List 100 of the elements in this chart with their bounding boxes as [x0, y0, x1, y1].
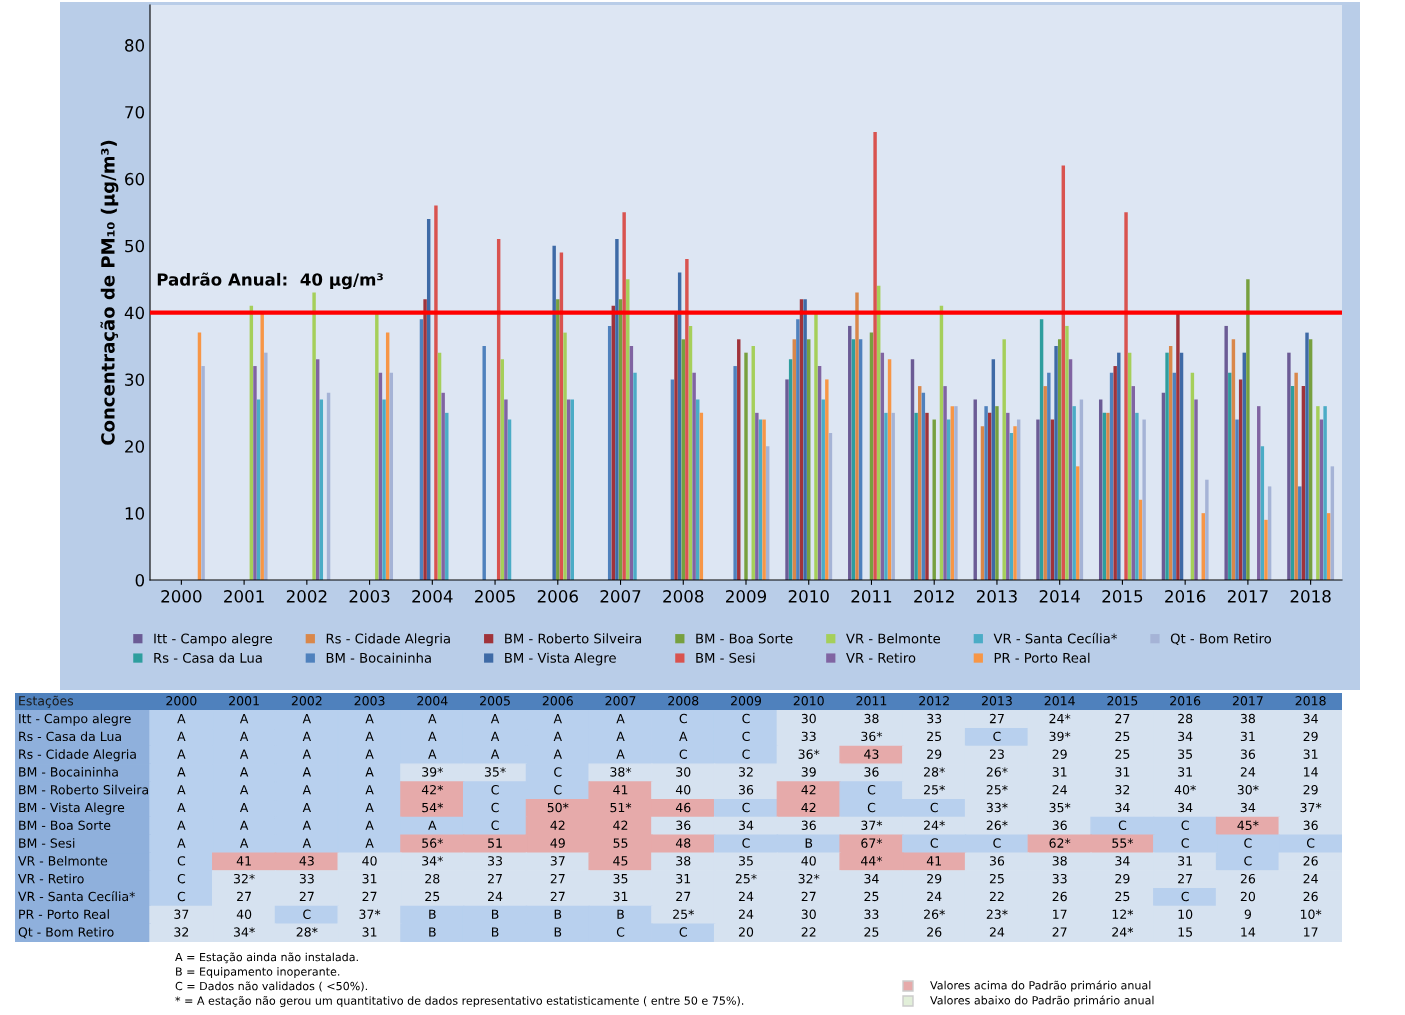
- y-tick-label: 80: [125, 39, 145, 52]
- y-tick-label: 0: [135, 573, 145, 587]
- data-label: 27: [550, 873, 565, 884]
- data-label: 31: [613, 891, 628, 902]
- data-label: 10*: [1300, 909, 1322, 919]
- data-label: 33: [299, 873, 314, 884]
- text: A: [365, 749, 374, 759]
- category-label: 2002: [291, 696, 322, 706]
- text: BM - Bocaininha: [19, 766, 118, 777]
- text: C: [491, 802, 499, 813]
- data-label: 24: [927, 891, 942, 901]
- legend-label: Qt - Bom Retiro: [1170, 633, 1272, 645]
- data-label: 24: [1052, 784, 1067, 795]
- data-label: 38: [1052, 856, 1067, 866]
- data-label: 31: [362, 927, 377, 937]
- data-label: 33: [1052, 873, 1067, 884]
- bar: [1224, 325, 1228, 580]
- bar: [1113, 366, 1117, 580]
- text: C: [742, 731, 750, 742]
- text: B: [429, 927, 436, 937]
- ref-line-label: Padrão Anual: 40 µg/m³: [157, 272, 383, 290]
- data-label: 32*: [233, 873, 255, 884]
- data-label: 27: [550, 891, 565, 901]
- legend-label: Itt - Campo alegre: [154, 633, 272, 647]
- text: B: [554, 927, 562, 937]
- data-label: 26: [1303, 856, 1318, 866]
- text: C: [867, 784, 876, 795]
- data-label: 35: [613, 873, 628, 884]
- legend-label: BM - Roberto Silveira: [505, 633, 642, 644]
- bar: [925, 412, 929, 580]
- bar: [1205, 479, 1209, 580]
- bar: [1043, 386, 1047, 580]
- data-label: 34: [1178, 731, 1193, 742]
- x-tick-label: 2000: [161, 590, 202, 603]
- bar: [685, 259, 689, 580]
- text: C: [930, 838, 938, 848]
- bar: [622, 212, 626, 580]
- data-label: 34: [1303, 713, 1318, 724]
- category-label: 2010: [793, 696, 824, 706]
- text: A: [239, 731, 249, 741]
- x-tick-label: 2016: [1165, 590, 1206, 603]
- text: C: [930, 802, 938, 813]
- data-label: 37*: [861, 820, 883, 831]
- bar: [891, 412, 895, 580]
- x-tick-label: 2006: [537, 590, 578, 603]
- data-label: 29: [1115, 873, 1130, 884]
- text: C: [1118, 820, 1127, 831]
- data-label: 40: [236, 909, 252, 919]
- data-label: 40: [801, 856, 816, 866]
- bar: [995, 406, 999, 580]
- data-label: 55*: [1112, 838, 1134, 848]
- data-label: 27: [1115, 713, 1130, 724]
- category-label: 2001: [229, 696, 259, 706]
- text: C: [177, 856, 186, 866]
- data-label: 24: [488, 891, 503, 901]
- category-label: 2009: [731, 696, 762, 706]
- data-label: 51*: [610, 802, 632, 813]
- data-label: 24: [1303, 873, 1318, 884]
- data-label: 25: [989, 873, 1004, 884]
- text: C: [177, 873, 186, 884]
- text: B = Equipamento inoperante.: [176, 967, 340, 978]
- bar: [814, 312, 818, 580]
- bar: [1106, 412, 1110, 580]
- legend-label: PR - Porto Real: [994, 652, 1090, 663]
- x-tick-label: 2002: [286, 590, 327, 603]
- data-label: 31: [676, 873, 691, 884]
- text: A: [239, 838, 249, 848]
- text: A: [177, 802, 186, 813]
- category-label: 2000: [166, 696, 197, 706]
- bar: [692, 372, 696, 580]
- data-label: 24: [989, 927, 1005, 937]
- bar: [615, 239, 619, 580]
- text: C: [1244, 856, 1252, 866]
- data-label: 25: [1115, 731, 1130, 742]
- bar: [1006, 412, 1010, 580]
- data-label: 25: [864, 927, 879, 937]
- data-label: 37*: [359, 909, 381, 919]
- text: A: [239, 820, 249, 830]
- data-label: 17: [1053, 909, 1067, 919]
- category-label: 2005: [480, 696, 510, 706]
- data-label: 34: [1115, 802, 1130, 813]
- data-label: 42: [550, 820, 565, 830]
- data-label: 43: [299, 856, 314, 866]
- text: C: [1244, 838, 1252, 848]
- bar: [1124, 212, 1128, 580]
- data-label: 31: [1115, 767, 1130, 777]
- data-label: 36: [1052, 820, 1067, 831]
- data-label: 25: [1115, 891, 1130, 902]
- data-label: 36: [676, 820, 691, 831]
- data-label: 67*: [861, 838, 883, 848]
- data-label: 34: [864, 873, 879, 884]
- data-label: 35*: [484, 767, 506, 777]
- text: Qt - Bom Retiro: [18, 927, 114, 939]
- bar: [1294, 372, 1298, 580]
- category-label: 2017: [1232, 696, 1263, 706]
- text: A: [302, 731, 312, 741]
- data-label: 35: [1178, 749, 1193, 759]
- x-tick-label: 2014: [1039, 590, 1080, 603]
- data-label: 17: [1304, 927, 1318, 937]
- text: A: [177, 749, 186, 759]
